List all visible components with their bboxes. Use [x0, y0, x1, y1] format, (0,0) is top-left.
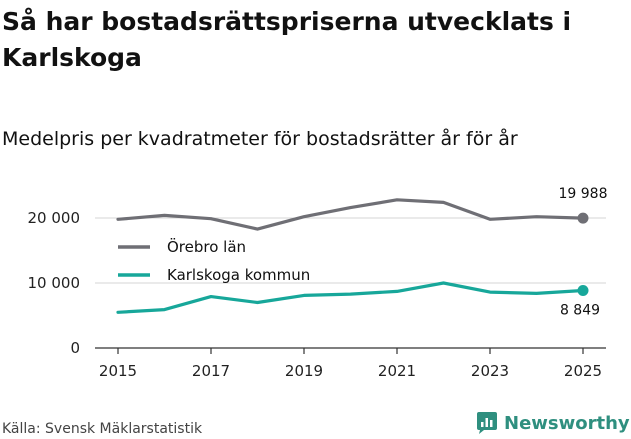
line-chart: 0 10 000 20 000 2015 2017 2019 2021 2023 2025 Ör… [28, 186, 608, 380]
newsworthy-logo-icon [476, 411, 498, 435]
x-tick-label: 2017 [192, 362, 230, 380]
chart-title: Så har bostadsrättspriserna utvecklats i… [2, 7, 572, 72]
x-tick-label: 2015 [99, 362, 137, 380]
x-tick-label: 2021 [378, 362, 416, 380]
series-line-karlskoga-kommun [116, 281, 585, 314]
series-end-point [577, 212, 589, 224]
series-line-orebro-lan [116, 198, 585, 231]
y-tick-label: 20 000 [28, 209, 81, 227]
source-note: Källa: Svensk Mäklarstatistik [2, 421, 203, 437]
end-value-label: 8 849 [560, 302, 600, 318]
end-value-label: 19 988 [559, 186, 608, 202]
y-tick-label: 10 000 [28, 274, 81, 292]
chart-subtitle: Medelpris per kvadratmeter för bostadsrä… [2, 128, 518, 150]
x-tick-label: 2025 [564, 362, 602, 380]
y-tick-label: 0 [70, 339, 80, 357]
legend-label: Örebro län [167, 237, 246, 256]
brand-logo: Newsworthy [476, 408, 630, 438]
x-tick-label: 2023 [471, 362, 509, 380]
brand-name: Newsworthy [504, 412, 630, 434]
series-end-point [577, 284, 589, 296]
legend-label: Karlskoga kommun [167, 266, 310, 284]
x-tick-label: 2019 [285, 362, 323, 380]
